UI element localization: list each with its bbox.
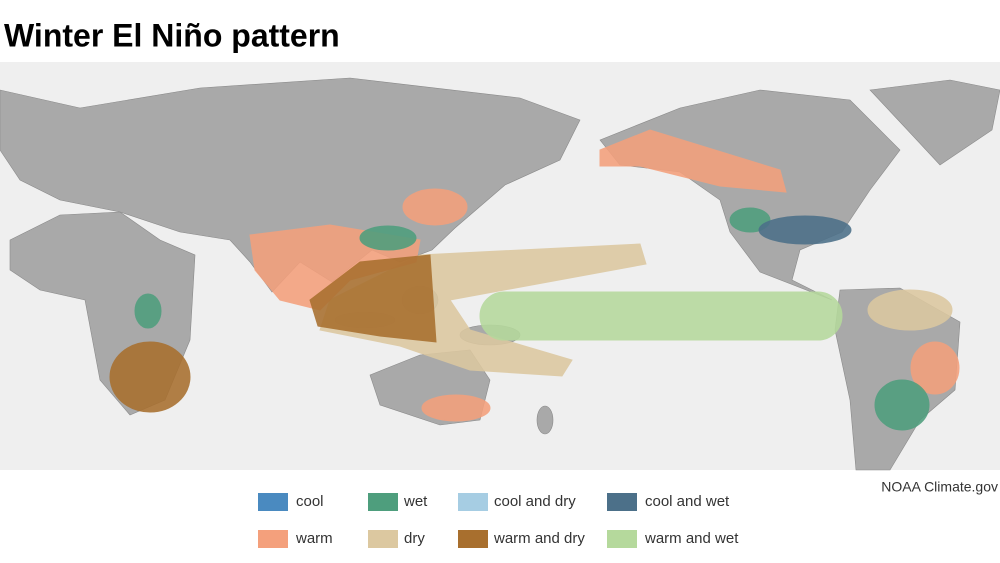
legend-swatch [368,493,398,511]
legend-label: warm and dry [493,530,585,547]
region-dry [867,289,953,331]
legend-label: cool and wet [645,493,730,510]
legend-swatch [458,493,488,511]
region-warm-and-wet [479,291,843,341]
legend-swatch [458,530,488,548]
region-warm-and-dry [309,254,437,343]
legend-label: cool [296,493,324,510]
region-warm [402,188,468,226]
credit: NOAA Climate.gov [881,479,998,495]
legend: cool wet cool and dry cool and wet warm dry wa… [258,493,739,548]
legend-label: cool and dry [494,493,576,510]
legend-label: dry [404,530,425,547]
legend-swatch [607,530,637,548]
legend-swatch [368,530,398,548]
island [536,405,554,435]
legend-swatch [258,493,288,511]
region-wet [134,293,162,329]
region-wet [874,379,930,431]
region-warm [910,341,960,395]
regions [109,129,960,431]
legend-swatch [258,530,288,548]
legend-label: warm [295,530,333,547]
region-wet [359,225,417,251]
land [0,77,1000,471]
title: Winter El Niño pattern [4,17,340,53]
region-warm [599,129,787,193]
legend-label: warm and wet [644,530,739,547]
legend-label: wet [403,493,428,510]
region-wet [729,207,771,233]
region-cool-and-wet [758,215,852,245]
legend-swatch [607,493,637,511]
region-warm-and-dry [109,341,191,413]
region-warm [421,394,491,422]
greenland [869,79,1000,166]
